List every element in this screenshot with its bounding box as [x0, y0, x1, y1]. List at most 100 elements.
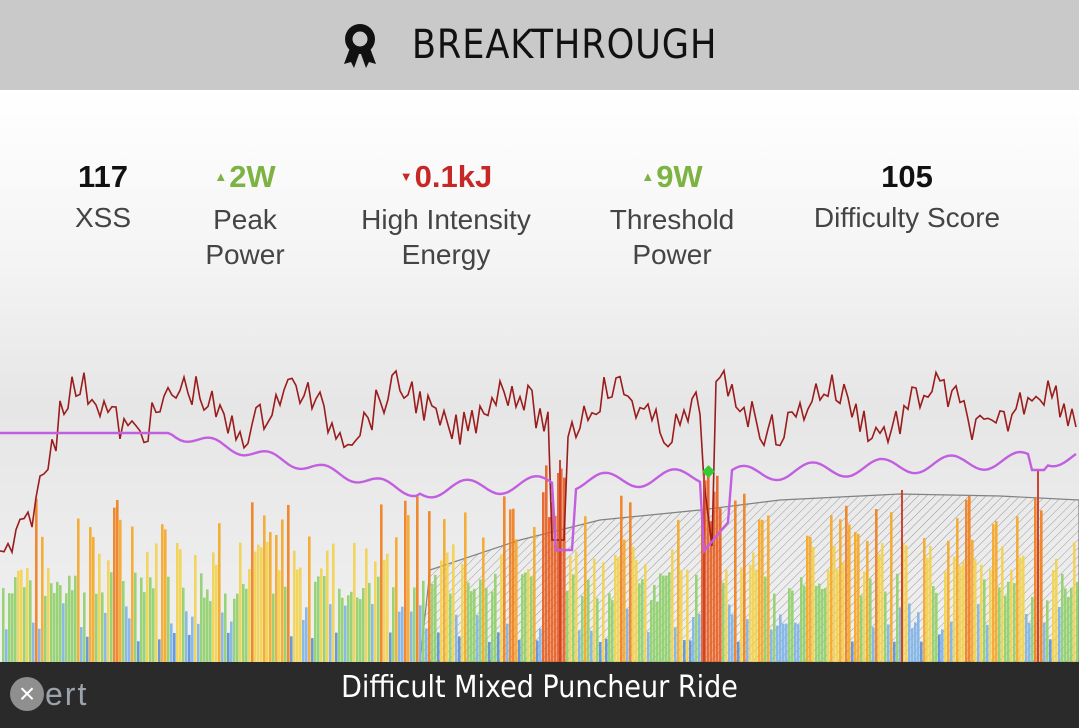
power-bar: [992, 524, 995, 662]
power-bar: [779, 614, 782, 662]
power-bar: [995, 520, 998, 662]
power-bar: [743, 493, 746, 662]
power-bar: [53, 592, 56, 662]
power-bar: [716, 475, 719, 662]
power-bar: [665, 575, 668, 662]
power-bar: [302, 619, 305, 662]
power-bar: [71, 590, 74, 662]
power-bar: [848, 524, 851, 662]
power-bar: [335, 632, 338, 662]
power-bar: [731, 614, 734, 662]
power-bar: [869, 578, 872, 662]
power-bar: [242, 583, 245, 662]
power-bar: [77, 518, 80, 662]
power-bar: [377, 576, 380, 662]
power-bar: [119, 519, 122, 662]
power-bar: [812, 546, 815, 662]
power-bar: [197, 623, 200, 662]
xert-logo: × ert: [10, 674, 88, 714]
power-bar: [320, 568, 323, 662]
power-bar: [503, 496, 506, 662]
power-bar: [209, 601, 212, 662]
power-bar: [917, 612, 920, 662]
power-bar: [1004, 595, 1007, 662]
power-bar: [734, 500, 737, 662]
power-bar: [842, 562, 845, 662]
power-bar: [695, 574, 698, 662]
power-bar: [149, 577, 152, 662]
power-bar: [707, 469, 710, 662]
power-bar: [125, 606, 128, 662]
power-bar: [8, 593, 11, 662]
power-bar: [347, 595, 350, 662]
power-bar: [890, 512, 893, 662]
power-bar: [644, 564, 647, 662]
power-bar: [224, 593, 227, 662]
power-bar: [467, 582, 470, 662]
power-bar: [656, 601, 659, 662]
power-bar: [557, 472, 560, 662]
power-bar: [29, 580, 32, 662]
power-bar: [386, 553, 389, 662]
power-bar: [41, 536, 44, 662]
power-bar: [596, 598, 599, 662]
power-bar: [437, 632, 440, 662]
power-bar: [1049, 639, 1052, 662]
power-bar: [287, 504, 290, 662]
power-bar: [152, 588, 155, 662]
power-bar: [356, 597, 359, 662]
power-bar: [59, 585, 62, 662]
power-bar: [692, 617, 695, 662]
power-bar: [338, 588, 341, 662]
power-bar: [464, 512, 467, 662]
power-bar: [551, 502, 554, 662]
power-bar: [32, 622, 35, 662]
power-bar: [104, 612, 107, 662]
power-bar: [770, 629, 773, 662]
power-bar: [698, 614, 701, 662]
power-bar: [776, 625, 779, 662]
power-bar: [896, 573, 899, 662]
power-bar: [836, 569, 839, 662]
stat-label: XSS: [74, 202, 132, 233]
power-bar: [290, 636, 293, 662]
power-bar: [383, 559, 386, 662]
stat-value: 2W: [229, 159, 276, 194]
power-bar: [1046, 600, 1049, 662]
power-bar: [473, 588, 476, 662]
power-bar: [599, 641, 602, 662]
power-bar: [677, 519, 680, 662]
power-bar: [449, 593, 452, 662]
power-bar: [56, 581, 59, 662]
trend-up-icon: ▲: [214, 168, 228, 184]
power-bar: [1010, 569, 1013, 662]
power-bar: [1034, 498, 1037, 662]
stat-xss: 117 XSS: [48, 158, 158, 235]
power-bar: [608, 593, 611, 662]
power-bar: [89, 527, 92, 662]
power-bar: [80, 627, 83, 662]
power-bar: [668, 572, 671, 662]
power-line: [0, 368, 1077, 555]
power-bar: [176, 542, 179, 662]
power-bar: [602, 562, 605, 662]
power-bar: [188, 634, 191, 662]
power-bar: [308, 536, 311, 662]
power-bar: [50, 583, 53, 662]
power-bar: [92, 536, 95, 662]
power-bar: [191, 616, 194, 662]
power-bar: [740, 567, 743, 662]
power-bar: [611, 600, 614, 662]
power-bar: [944, 571, 947, 662]
power-bar: [5, 629, 8, 662]
stat-value: 105: [881, 159, 933, 194]
power-bar: [1061, 573, 1064, 662]
stat-label: High Intensity Energy: [361, 203, 531, 270]
power-bar: [689, 640, 692, 662]
power-bar: [1019, 557, 1022, 662]
power-bar: [158, 639, 161, 662]
power-bar: [983, 579, 986, 662]
power-bar: [284, 586, 287, 662]
power-bar: [65, 593, 68, 662]
power-bar: [704, 480, 707, 662]
